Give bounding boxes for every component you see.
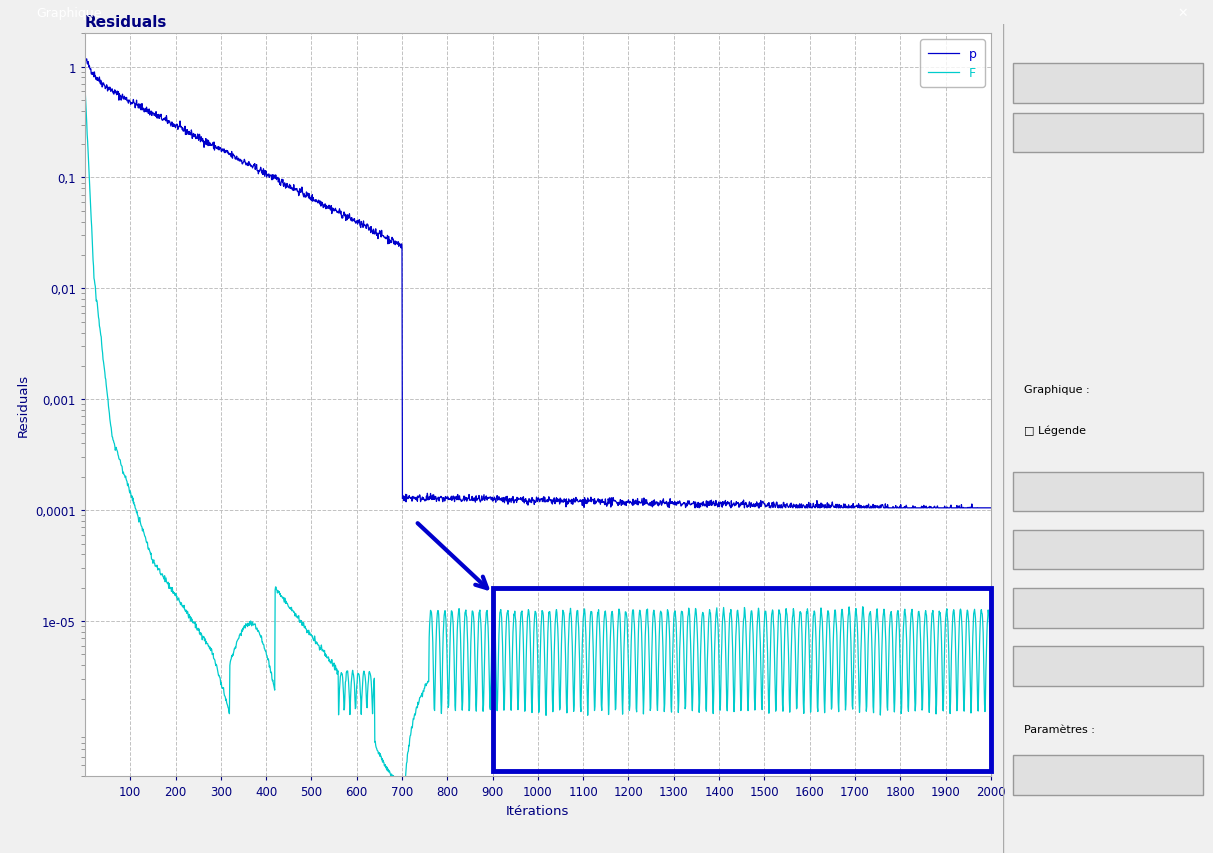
Text: Residuals: Residuals xyxy=(85,15,167,30)
Text: Paramètres :: Paramètres : xyxy=(1024,724,1095,734)
p xyxy=(792,502,807,512)
Y-axis label: Residuals: Residuals xyxy=(17,374,29,437)
Bar xyxy=(1014,472,1202,512)
p xyxy=(957,503,972,514)
Bar xyxy=(1014,588,1202,628)
Bar xyxy=(492,588,991,771)
Text: Imprimer: Imprimer xyxy=(1081,598,1135,611)
F xyxy=(78,90,92,101)
F xyxy=(984,663,998,673)
p xyxy=(958,503,973,514)
F xyxy=(124,493,138,503)
Text: □ Légende: □ Légende xyxy=(1024,426,1086,436)
F xyxy=(519,657,534,667)
Text: Modifier: Modifier xyxy=(1084,768,1132,780)
X-axis label: Itérations: Itérations xyxy=(506,804,570,817)
p xyxy=(124,98,138,108)
F xyxy=(495,627,509,637)
Text: ✕: ✕ xyxy=(1178,7,1188,20)
Text: Aide: Aide xyxy=(1095,126,1121,139)
Text: Exporter: Exporter xyxy=(1082,482,1133,495)
Text: Graphique: Graphique xyxy=(36,7,102,20)
F xyxy=(958,666,973,676)
Bar xyxy=(1014,755,1202,795)
F xyxy=(394,838,409,848)
Text: Copier: Copier xyxy=(1089,656,1127,669)
Text: Tout exporter: Tout exporter xyxy=(1069,540,1147,553)
p xyxy=(78,54,92,64)
p xyxy=(688,503,702,514)
Line: p: p xyxy=(85,59,991,508)
p xyxy=(984,503,998,514)
Bar xyxy=(1014,530,1202,570)
Legend: p, F: p, F xyxy=(921,40,985,88)
Bar xyxy=(1014,646,1202,686)
Text: Graphique :: Graphique : xyxy=(1024,385,1089,394)
F xyxy=(792,624,807,635)
Bar xyxy=(1014,113,1202,154)
Line: F: F xyxy=(85,96,991,843)
Bar xyxy=(1014,64,1202,103)
F xyxy=(957,688,972,698)
p xyxy=(518,494,533,504)
p xyxy=(495,495,509,505)
Text: Fermer: Fermer xyxy=(1087,77,1129,90)
